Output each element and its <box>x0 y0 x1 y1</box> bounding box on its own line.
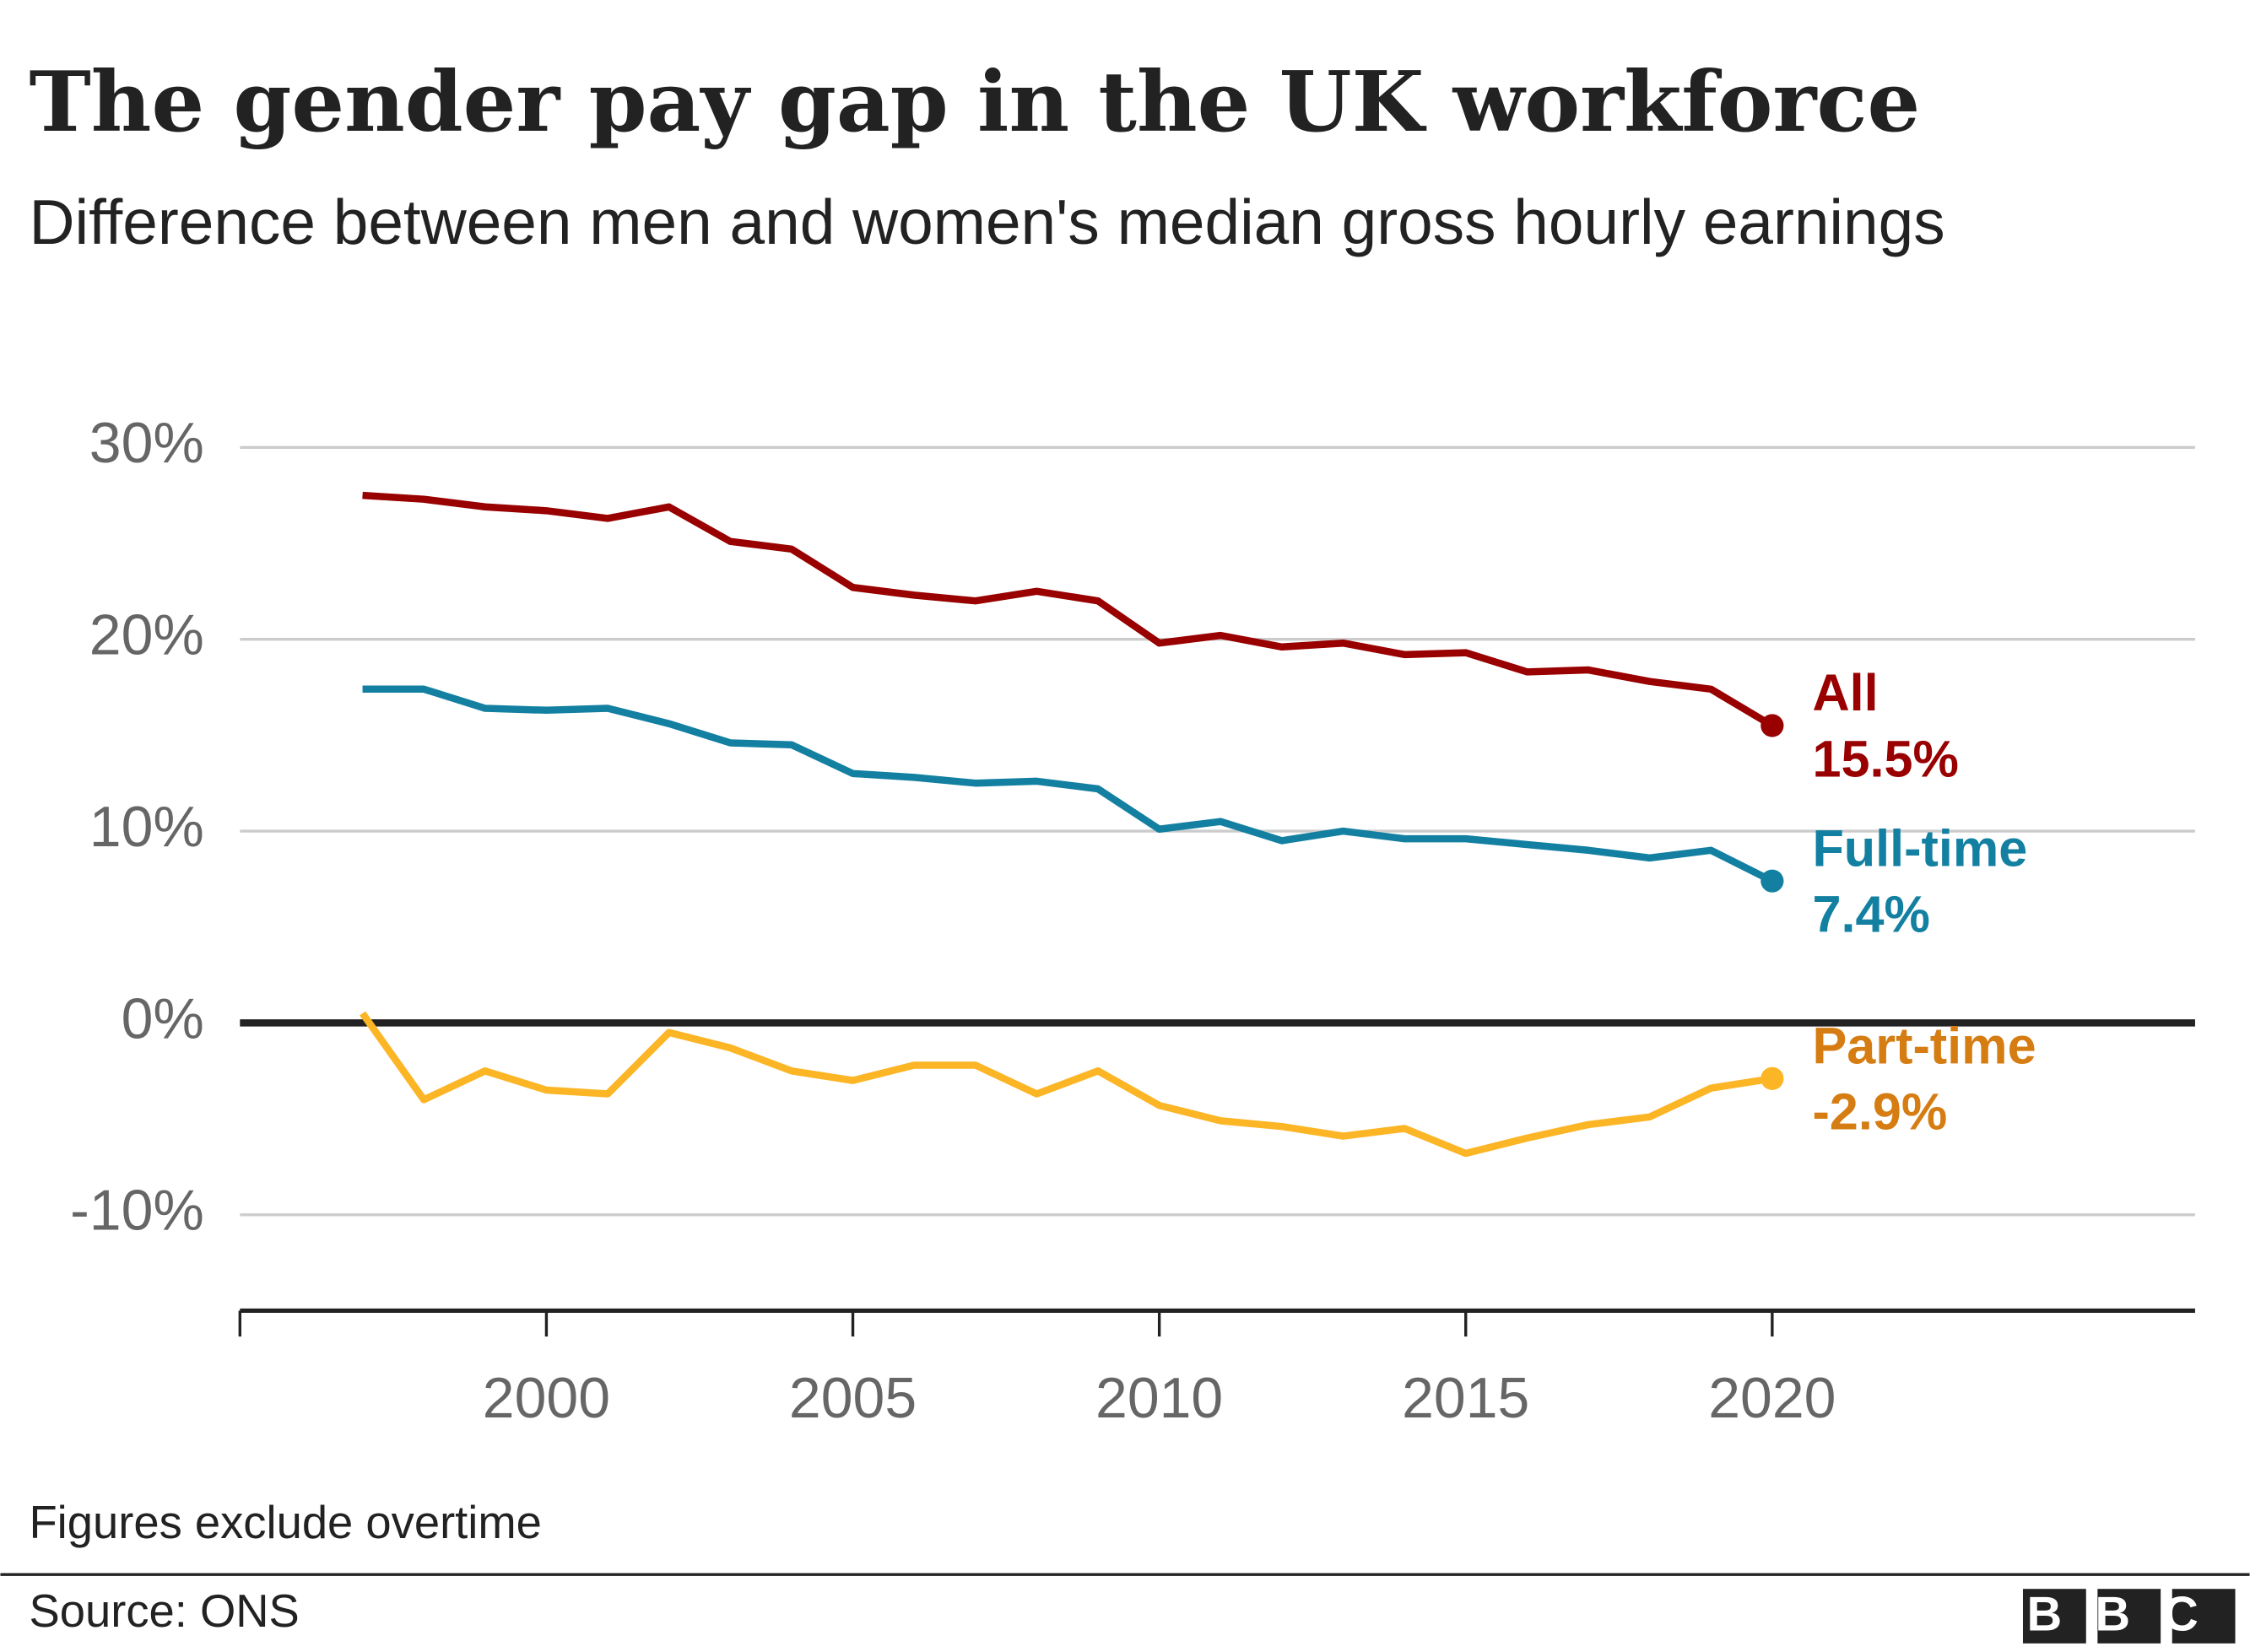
x-tick-label: 2010 <box>1095 1366 1223 1430</box>
note: Figures exclude overtime <box>29 1497 541 1548</box>
end-point <box>1761 1066 1784 1090</box>
logo: BBC <box>2022 1587 2236 1644</box>
x-tick-label: 2015 <box>1402 1366 1529 1430</box>
legend-label: Full-time <box>1812 819 2027 877</box>
logo-box <box>2172 1589 2236 1644</box>
legend-label: Part-time <box>1812 1018 2036 1075</box>
legend-label: All <box>1812 664 1878 721</box>
logo-text: BBC <box>2027 1587 2231 1641</box>
y-tick-label: -10% <box>70 1179 204 1243</box>
data-label: -2.9% <box>1812 1083 1947 1141</box>
y-tick-label: 20% <box>89 603 204 667</box>
x-tick-label: 2005 <box>789 1366 917 1430</box>
series-line <box>362 491 1775 729</box>
end-point <box>1761 714 1784 737</box>
y-tick-label: 10% <box>89 795 204 859</box>
end-point <box>1761 869 1784 893</box>
series-line <box>360 1011 1773 1158</box>
logo-box <box>2097 1589 2161 1644</box>
chart-subtitle: Difference between men and women's media… <box>29 187 1945 258</box>
data-label: 7.4% <box>1812 886 1929 943</box>
series-line <box>362 685 1774 884</box>
source: Source: ONS <box>29 1585 299 1637</box>
x-tick-label: 2000 <box>483 1366 610 1430</box>
chart-title: The gender pay gap in the UK workforce <box>29 53 1920 151</box>
x-tick-label: 2020 <box>1708 1366 1836 1430</box>
y-tick-label: 30% <box>89 411 204 475</box>
logo-box <box>2022 1589 2086 1644</box>
subtitle-box: Difference between men and women's media… <box>29 187 1945 258</box>
y-tick-label: 0% <box>122 986 204 1050</box>
data-label: 15.5% <box>1812 730 1958 787</box>
